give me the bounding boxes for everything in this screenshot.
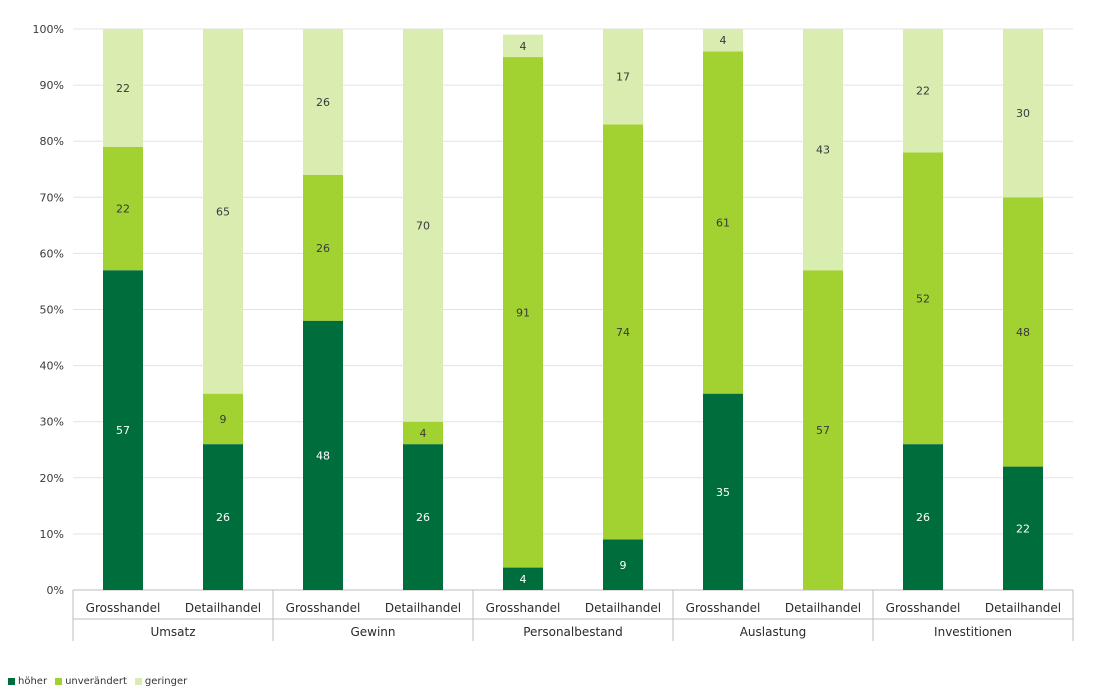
data-label: 9 [620,559,627,572]
bar-segment [1003,197,1043,467]
bar-segment [503,34,543,58]
data-label: 65 [216,205,230,218]
legend-swatch [55,678,63,685]
data-label: 4 [720,34,727,47]
data-label: 57 [116,424,130,437]
x-group-label: Investitionen [934,625,1012,639]
bar-segment [403,444,443,590]
data-label: 22 [116,82,130,95]
data-label: 74 [616,326,630,339]
bar-segment [1003,29,1043,198]
y-tick-label: 0% [47,584,64,597]
data-label: 48 [316,449,330,462]
y-tick-label: 40% [40,360,64,373]
data-label: 4 [520,40,527,53]
data-label: 4 [420,427,427,440]
legend: höher unverändert geringer [8,676,187,687]
bar-segment [203,393,243,445]
legend-label: geringer [144,676,188,687]
x-category-label: Detailhandel [585,601,661,615]
data-label: 91 [516,306,530,319]
y-tick-label: 70% [40,191,64,204]
bar-segment [903,29,943,153]
x-category-label: Grosshandel [886,601,961,615]
bar-segment [103,146,143,271]
bar-segment [703,393,743,590]
bar-segment [903,152,943,445]
bar-segment [403,29,443,422]
y-tick-label: 20% [40,472,64,485]
legend-item: höher [8,676,47,687]
data-label: 22 [1016,522,1030,535]
data-label: 35 [716,486,730,499]
bar-segment [603,124,643,540]
bar-segment [803,270,843,590]
x-category-label: Grosshandel [686,601,761,615]
bar-segment [303,29,343,175]
data-label: 26 [916,511,930,524]
data-label: 26 [216,511,230,524]
data-label: 61 [716,217,730,230]
x-category-label: Grosshandel [86,601,161,615]
bar-segment [103,29,143,147]
y-tick-label: 30% [40,416,64,429]
bar-segment [603,29,643,125]
data-label: 43 [816,144,830,157]
x-group-label: Personalbestand [523,625,623,639]
x-group-label: Umsatz [150,625,195,639]
x-category-label: Detailhandel [785,601,861,615]
data-label: 4 [520,573,527,586]
bars [103,29,1043,590]
data-labels: 57 22 22 26 9 65 48 26 26 26 4 70 4 91 4 9 74 17 35 61 4 57 43… [116,34,1030,586]
y-tick-label: 90% [40,79,64,92]
bar-segment [703,29,743,52]
legend-item: unverändert [55,676,127,687]
x-category-label: Grosshandel [486,601,561,615]
x-category-label: Detailhandel [985,601,1061,615]
data-label: 17 [616,71,630,84]
data-label: 48 [1016,326,1030,339]
legend-label: unverändert [65,676,127,687]
y-axis-ticks: 0% 10% 20% 30% 40% 50% 60% 70% 80% 90% 100% [33,23,64,597]
y-tick-label: 100% [33,23,64,36]
data-label: 22 [116,203,130,216]
data-label: 9 [220,413,227,426]
bar-segment [503,57,543,568]
x-category-label: Grosshandel [286,601,361,615]
data-label: 30 [1016,107,1030,120]
x-axis: Grosshandel Detailhandel Grosshandel Detail… [72,590,1074,641]
y-tick-label: 60% [40,247,64,260]
y-tick-label: 50% [40,304,64,317]
data-label: 70 [416,219,430,232]
stacked-bar-chart: 0% 10% 20% 30% 40% 50% 60% 70% 80% 90% 100% 57 22 22… [33,23,1074,641]
legend-item: geringer [134,676,188,687]
x-group-label: Auslastung [740,625,807,639]
bar-segment [803,29,843,271]
bar-segment [903,444,943,590]
legend-swatch [8,678,15,685]
x-category-label: Detailhandel [185,601,261,615]
x-group-label: Gewinn [350,625,395,639]
bar-segment [303,320,343,590]
x-category-label: Detailhandel [385,601,461,615]
y-tick-label: 80% [40,135,64,148]
bar-segment [603,539,643,590]
data-label: 22 [916,85,930,98]
bar-segment [403,421,443,445]
bar-segment [703,51,743,394]
data-label: 57 [816,424,830,437]
bar-segment [303,174,343,321]
bar-segment [203,29,243,394]
data-label: 26 [416,511,430,524]
bar-segment [1003,466,1043,590]
bar-segment [503,567,543,590]
bar-segment [103,270,143,590]
legend-label: höher [18,676,48,687]
data-label: 52 [916,292,930,305]
data-label: 26 [316,242,330,255]
legend-swatch [134,678,142,685]
data-label: 26 [316,96,330,109]
y-tick-label: 10% [40,528,64,541]
bar-segment [203,444,243,590]
